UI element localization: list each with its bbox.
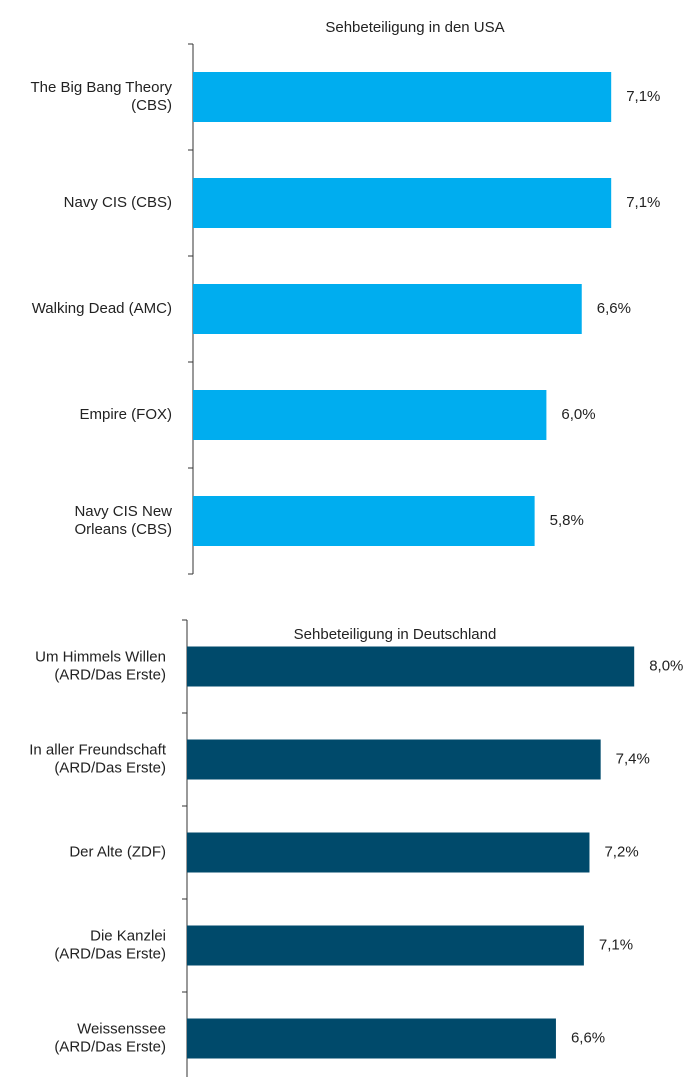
bar [193, 178, 612, 228]
value-label: 6,6% [597, 300, 631, 317]
bar [193, 72, 612, 122]
bar [187, 1018, 556, 1059]
value-label: 6,0% [561, 406, 595, 423]
chart-title: Sehbeteiligung in den USA [325, 19, 504, 36]
value-label: 7,2% [604, 843, 638, 860]
category-label: The Big Bang Theory (CBS) [31, 79, 173, 114]
bar [193, 496, 535, 546]
value-label: 7,1% [599, 936, 633, 953]
category-label: Navy CIS New Orleans (CBS) [74, 503, 172, 538]
category-label: Walking Dead (AMC) [32, 300, 172, 317]
category-label: Die Kanzlei (ARD/Das Erste) [54, 927, 166, 962]
value-label: 5,8% [550, 512, 584, 529]
category-label: Empire (FOX) [79, 406, 172, 423]
value-label: 7,4% [616, 750, 650, 767]
value-label: 7,1% [626, 194, 660, 211]
value-label: 8,0% [649, 657, 683, 674]
category-label: Um Himmels Willen (ARD/Das Erste) [35, 648, 166, 683]
chart-title: Sehbeteiligung in Deutschland [294, 626, 497, 643]
category-label: Navy CIS (CBS) [64, 194, 172, 211]
bar [187, 925, 584, 966]
bar [193, 390, 547, 440]
bar [187, 739, 601, 780]
bar [193, 284, 582, 334]
category-label: Weissenssee (ARD/Das Erste) [54, 1020, 166, 1055]
category-label: Der Alte (ZDF) [69, 843, 166, 860]
value-label: 6,6% [571, 1029, 605, 1046]
value-label: 7,1% [626, 88, 660, 105]
bar [187, 646, 635, 687]
bar [187, 832, 590, 873]
category-label: In aller Freundschaft (ARD/Das Erste) [29, 741, 167, 776]
